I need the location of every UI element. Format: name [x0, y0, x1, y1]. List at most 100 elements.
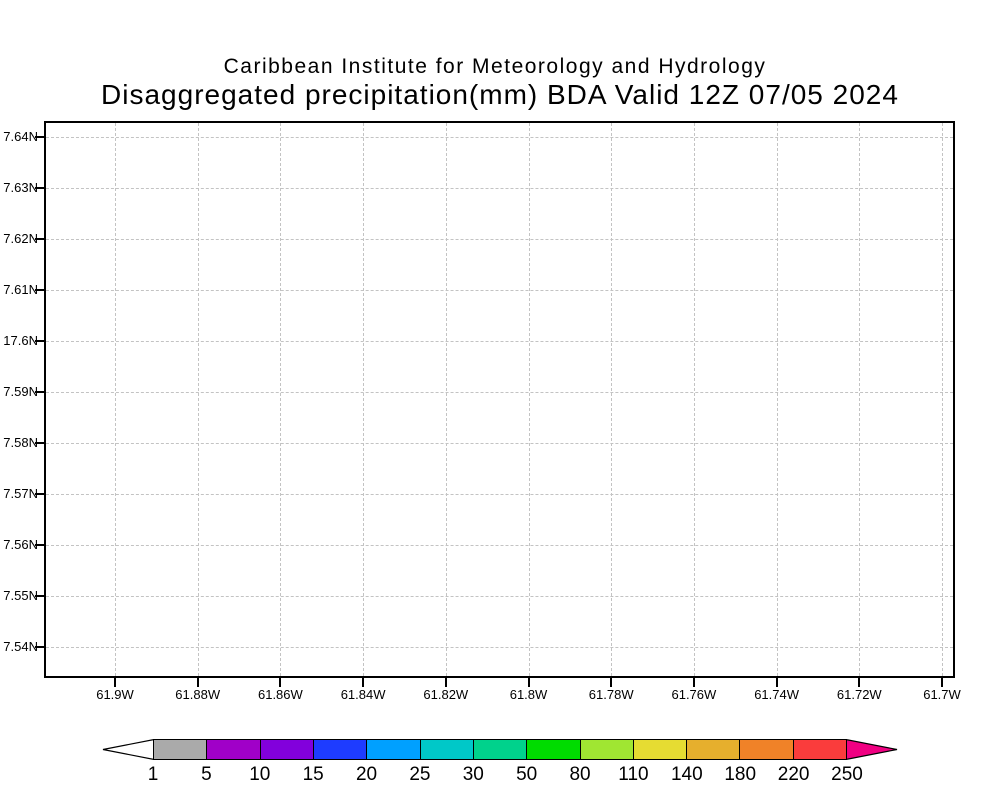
gridline-vertical: [859, 123, 861, 676]
colorbar-level-label: 25: [409, 764, 431, 785]
colorbar-level-label: 110: [618, 764, 649, 785]
y-axis-label: 7.56N: [3, 537, 38, 552]
x-axis-tick: [775, 678, 778, 687]
colorbar-over-arrow: [847, 739, 898, 760]
gridline-horizontal: [46, 137, 953, 138]
colorbar-level-label: 140: [670, 764, 703, 785]
y-axis-label: 7.59N: [3, 384, 38, 399]
colorbar-level-label: 80: [569, 764, 591, 785]
x-axis-label: 61.82W: [423, 687, 469, 702]
gridline-horizontal: [46, 341, 953, 342]
x-axis-tick: [114, 678, 116, 687]
gridline-horizontal: [46, 545, 953, 546]
y-axis-label: 7.63N: [3, 180, 38, 195]
y-axis-tick: [35, 493, 44, 495]
x-axis-label: 61.86W: [257, 687, 303, 702]
colorbar-segment: [473, 740, 528, 759]
gridline-vertical: [942, 123, 943, 676]
gridline-horizontal: [46, 647, 953, 648]
x-axis-tick: [941, 678, 943, 687]
y-axis-label: 7.58N: [3, 435, 38, 450]
x-axis-tick: [196, 678, 199, 687]
colorbar-level-label: 250: [831, 764, 863, 785]
colorbar-under-arrow: [102, 739, 153, 760]
colorbar-segment: [154, 740, 208, 759]
gridline-vertical: [363, 123, 365, 676]
gridline-horizontal: [46, 443, 953, 444]
colorbar-under-arrow-shape: [102, 739, 153, 760]
x-axis-label: 61.84W: [340, 687, 386, 702]
colorbar-over-arrow-shape: [847, 739, 898, 760]
colorbar-level-label: 30: [462, 764, 484, 785]
map-plot-area: [44, 121, 955, 678]
colorbar-segment: [793, 740, 847, 759]
colorbar: [153, 739, 847, 760]
gridline-horizontal: [46, 494, 953, 495]
gridline-vertical: [693, 123, 695, 676]
colorbar-segment: [740, 740, 794, 759]
x-axis-tick: [279, 678, 282, 687]
y-axis-tick: [35, 544, 44, 546]
gridline-horizontal: [46, 596, 953, 597]
y-axis-tick: [35, 136, 44, 138]
x-axis-tick: [692, 678, 695, 687]
colorbar-segment: [313, 740, 368, 759]
x-axis-label: 61.88W: [175, 687, 221, 702]
gridline-vertical: [280, 123, 282, 676]
colorbar-segment: [420, 740, 474, 759]
gridline-horizontal: [46, 188, 953, 189]
gridline-vertical: [197, 123, 199, 676]
x-axis-label: 61.7W: [923, 687, 961, 702]
y-axis-label: 7.62N: [3, 231, 38, 246]
gridline-vertical: [611, 123, 613, 676]
colorbar-level-label: 20: [355, 764, 378, 785]
x-axis-tick: [527, 678, 530, 687]
y-axis-tick: [35, 442, 44, 444]
y-axis-label: 17.6N: [3, 333, 38, 348]
colorbar-level-label: 180: [724, 764, 757, 785]
y-axis-tick: [35, 289, 44, 291]
colorbar-level-label: 15: [302, 764, 324, 785]
y-axis-tick: [35, 646, 44, 648]
y-axis-label: 7.54N: [3, 639, 38, 654]
gridline-horizontal: [46, 290, 953, 291]
x-axis-tick: [858, 678, 861, 687]
x-axis-label: 61.72W: [836, 687, 882, 702]
x-axis-label: 61.8W: [509, 687, 548, 702]
colorbar-level-label: 220: [777, 764, 810, 785]
colorbar-level-label: 50: [516, 764, 538, 785]
x-axis-tick: [444, 678, 447, 687]
y-axis-label: 7.61N: [3, 282, 38, 297]
colorbar-level-label: 10: [249, 764, 271, 785]
x-axis-label: 61.76W: [671, 687, 717, 702]
y-axis-label: 7.64N: [3, 129, 38, 144]
gridline-vertical: [776, 123, 778, 676]
y-axis-tick: [35, 187, 44, 189]
y-axis-tick: [35, 340, 44, 342]
colorbar-segment: [260, 740, 314, 759]
x-axis-label: 61.74W: [754, 687, 799, 702]
y-axis-tick: [35, 391, 44, 393]
colorbar-segment: [687, 740, 741, 759]
chart-title: Caribbean Institute for Meteorology and …: [223, 55, 767, 78]
y-axis-tick: [35, 238, 44, 240]
x-axis-label: 61.78W: [588, 687, 634, 702]
colorbar-segment: [580, 740, 634, 759]
y-axis-label: 7.57N: [3, 486, 38, 501]
colorbar-level-label: 1: [147, 764, 159, 785]
colorbar-segment: [633, 740, 688, 759]
x-axis-tick: [610, 678, 613, 687]
gridline-vertical: [115, 123, 116, 676]
colorbar-segment: [527, 740, 581, 759]
x-axis-label: 61.9W: [96, 687, 134, 702]
x-axis-tick: [362, 678, 365, 687]
colorbar-segment: [207, 740, 261, 759]
gridline-vertical: [528, 123, 530, 676]
y-axis-tick: [35, 595, 44, 597]
chart-subtitle: Disaggregated precipitation(mm) BDA Vali…: [101, 79, 899, 110]
gridline-horizontal: [46, 239, 953, 240]
y-axis-label: 7.55N: [3, 588, 38, 603]
gridline-horizontal: [46, 392, 953, 393]
gridline-vertical: [445, 123, 447, 676]
